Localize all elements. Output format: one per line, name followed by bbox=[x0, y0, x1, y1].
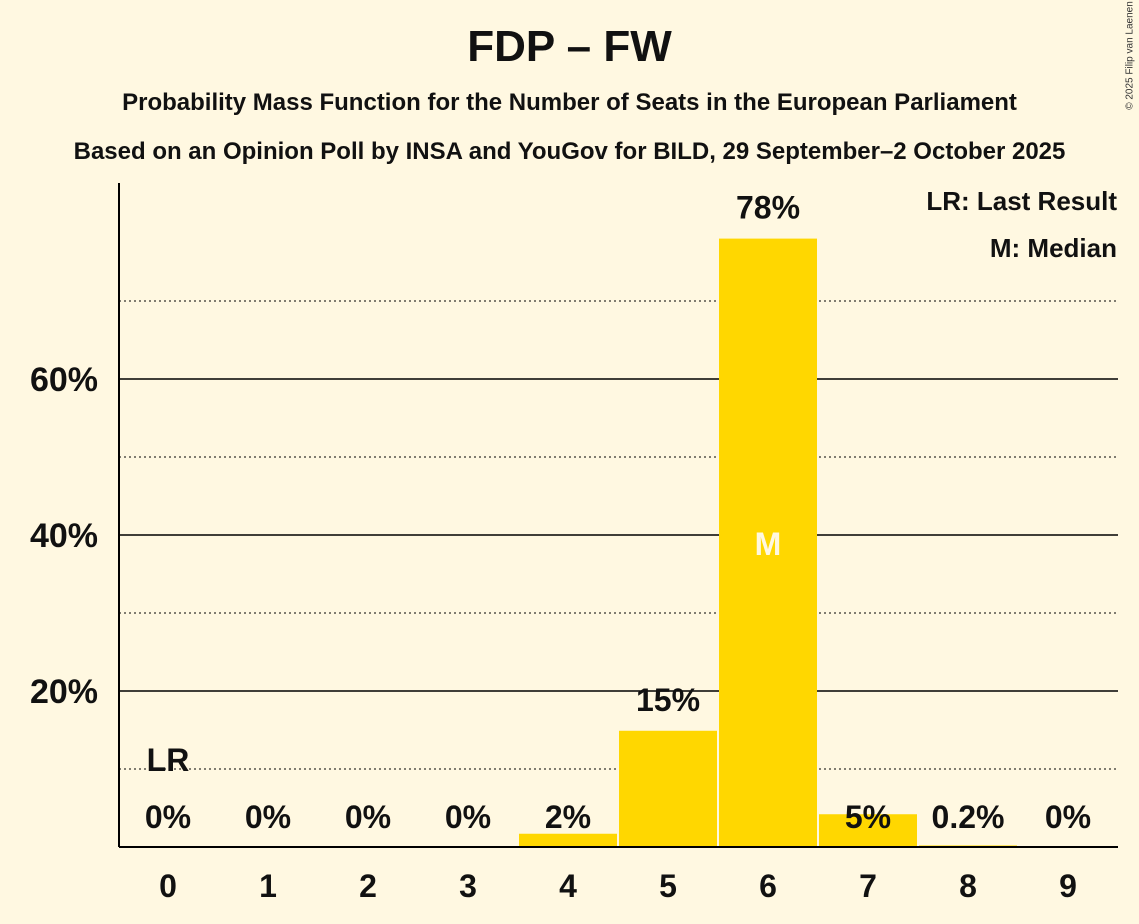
legend-entry: LR: Last Result bbox=[926, 186, 1117, 216]
chart-subtitle: Probability Mass Function for the Number… bbox=[122, 89, 1017, 116]
x-tick-label: 4 bbox=[559, 868, 577, 904]
chart-source: Based on an Opinion Poll by INSA and You… bbox=[73, 138, 1066, 165]
x-tick-label: 2 bbox=[359, 868, 377, 904]
x-tick-label: 8 bbox=[959, 868, 977, 904]
x-tick-label: 6 bbox=[759, 868, 777, 904]
data-label: 0% bbox=[345, 799, 391, 835]
data-label: 78% bbox=[736, 190, 800, 226]
y-tick-label: 60% bbox=[30, 361, 98, 399]
data-label: 0.2% bbox=[932, 799, 1005, 835]
data-label: 15% bbox=[636, 682, 700, 718]
x-tick-label: 7 bbox=[859, 868, 877, 904]
last-result-marker: LR bbox=[147, 742, 190, 778]
data-label: 0% bbox=[245, 799, 291, 835]
x-tick-label: 1 bbox=[259, 868, 277, 904]
bar bbox=[719, 238, 817, 848]
y-tick-label: 40% bbox=[30, 517, 98, 555]
x-tick-label: 5 bbox=[659, 868, 677, 904]
data-label: 2% bbox=[545, 799, 591, 835]
bar bbox=[519, 833, 617, 847]
x-tick-label: 3 bbox=[459, 868, 477, 904]
median-marker: M bbox=[755, 526, 782, 562]
x-tick-label: 9 bbox=[1059, 868, 1077, 904]
y-tick-label: 20% bbox=[30, 673, 98, 711]
bar bbox=[619, 730, 717, 847]
data-label: 0% bbox=[1045, 799, 1091, 835]
legend-entry: M: Median bbox=[990, 233, 1117, 263]
x-tick-label: 0 bbox=[159, 868, 177, 904]
data-label: 0% bbox=[445, 799, 491, 835]
bar bbox=[819, 814, 917, 847]
data-label: 0% bbox=[145, 799, 191, 835]
chart-title: FDP – FW bbox=[467, 22, 672, 71]
data-label: 5% bbox=[845, 799, 891, 835]
